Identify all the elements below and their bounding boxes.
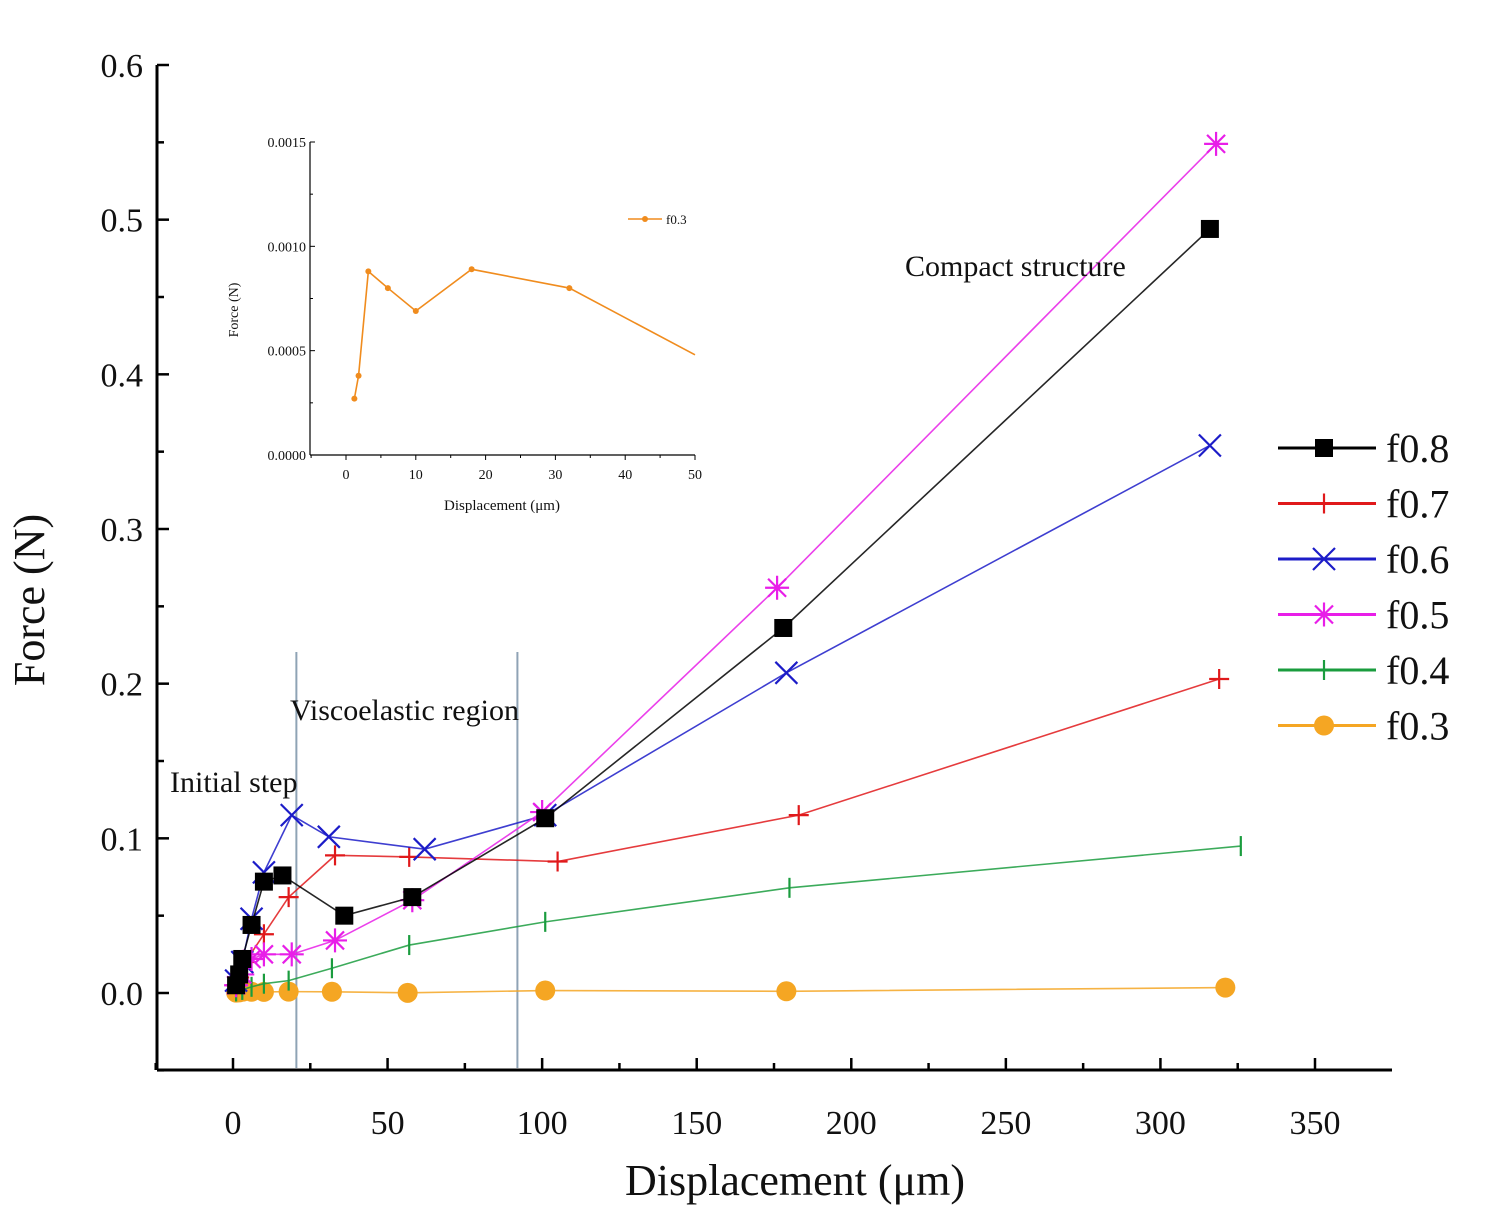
legend-marker — [1312, 602, 1336, 627]
data-point — [397, 982, 418, 1003]
data-point — [242, 915, 261, 934]
annotation-initial-step: Initial step — [170, 766, 297, 799]
annotation-viscoelastic-region: Viscoelastic region — [290, 694, 519, 727]
data-point — [233, 949, 252, 968]
inset-x-tick-label: 30 — [548, 468, 562, 483]
data-point — [403, 888, 422, 907]
data-point — [323, 928, 348, 953]
data-point — [774, 618, 793, 637]
series-line — [235, 228, 1211, 986]
y-tick-label: 0.2 — [101, 667, 144, 704]
data-point — [278, 887, 299, 908]
inset-data-point — [355, 372, 362, 379]
series-line — [236, 986, 1226, 994]
data-point — [239, 946, 264, 971]
x-tick-label: 50 — [371, 1105, 405, 1142]
inset-data-point — [365, 268, 372, 275]
annotation-compact-structure: Compact structure — [905, 250, 1126, 283]
data-point — [776, 981, 797, 1002]
data-point — [412, 837, 437, 861]
data-point — [253, 924, 274, 945]
x-tick-label: 200 — [826, 1105, 877, 1142]
legend-label: f0.6 — [1386, 537, 1449, 582]
x-tick-label: 250 — [980, 1105, 1031, 1142]
y-tick-label: 0.4 — [101, 357, 144, 394]
series-f0.8 — [227, 219, 1219, 995]
inset-x-axis-label: Displacement (μm) — [444, 498, 560, 514]
legend-label: f0.8 — [1386, 426, 1449, 471]
data-point — [1209, 669, 1230, 690]
data-point — [1200, 219, 1219, 238]
y-tick-label: 0.0 — [101, 976, 144, 1013]
inset-x-tick-label: 40 — [618, 468, 632, 483]
data-point — [230, 965, 249, 984]
data-point — [317, 825, 341, 849]
x-tick-label: 150 — [671, 1105, 722, 1142]
y-axis-label: Force (N) — [5, 514, 54, 686]
inset-y-axis-label: Force (N) — [227, 282, 242, 337]
data-point — [335, 906, 354, 925]
inset-y-tick-label: 0.0015 — [268, 136, 307, 151]
inset-x-tick-label: 50 — [688, 468, 702, 483]
data-point — [1204, 131, 1229, 156]
y-tick-label: 0.6 — [101, 48, 144, 85]
inset-x-tick-label: 0 — [343, 468, 350, 483]
inset-data-point — [351, 395, 358, 402]
inset-series-line — [353, 268, 696, 399]
data-point — [1198, 433, 1222, 458]
inset-y-tick-label: 0.0005 — [268, 345, 307, 360]
data-point — [547, 851, 568, 872]
data-point — [535, 980, 556, 1001]
data-point — [279, 942, 304, 967]
data-point — [1215, 977, 1236, 998]
x-tick-label: 0 — [225, 1105, 242, 1142]
data-point — [321, 981, 342, 1002]
data-point — [325, 845, 346, 866]
inset-x-tick-label: 20 — [479, 468, 493, 483]
data-point — [254, 872, 273, 891]
data-point — [765, 575, 790, 600]
series-f0.4 — [234, 836, 1242, 1002]
x-tick-label: 100 — [517, 1105, 568, 1142]
data-point — [774, 661, 799, 685]
inset-x-tick-label: 10 — [409, 468, 423, 483]
series-line — [235, 845, 1241, 993]
y-tick-label: 0.3 — [101, 512, 144, 549]
x-axis-label: Displacement (μm) — [625, 1156, 965, 1205]
legend-label: f0.7 — [1386, 482, 1449, 527]
data-point — [251, 942, 276, 967]
legend-label: f0.4 — [1386, 648, 1449, 693]
inset-y-tick-label: 0.0010 — [268, 240, 307, 255]
y-tick-label: 0.1 — [101, 821, 144, 858]
legend-marker — [1315, 439, 1333, 457]
x-tick-label: 350 — [1290, 1105, 1341, 1142]
inset-legend-marker — [642, 216, 648, 222]
main-plot: 0.00.10.20.30.40.50.60 50 100 150 200 250 300 3… — [101, 48, 1392, 1142]
data-point — [788, 805, 809, 826]
inset-legend-label: f0.3 — [666, 212, 687, 227]
data-point — [279, 803, 304, 827]
legend-marker — [1314, 715, 1334, 736]
series-f0.3 — [226, 977, 1236, 1003]
inset-plot: 0.0000 0.0005 0.0010 0.0015 0 10 20 30 40 50 Displ… — [227, 136, 702, 514]
legend: f0.8 f0.7 f0.6 f0.5 f0.4 f0.3 — [1278, 426, 1449, 749]
y-tick-label: 0.5 — [101, 203, 144, 240]
legend-label: f0.3 — [1386, 704, 1449, 749]
x-tick-label: 300 — [1135, 1105, 1186, 1142]
inset-data-point — [566, 285, 573, 292]
inset-y-tick-label: 0.0000 — [268, 449, 307, 464]
inset-data-point — [384, 285, 391, 292]
legend-label: f0.5 — [1386, 593, 1449, 638]
data-point — [536, 809, 555, 828]
data-point — [273, 866, 292, 885]
inset-data-point — [468, 266, 475, 273]
legend-marker — [1312, 547, 1336, 571]
data-point — [278, 981, 299, 1002]
inset-data-point — [412, 308, 419, 315]
annotations: Initial step Viscoelastic region Compact… — [170, 250, 1126, 799]
legend-marker — [1314, 493, 1334, 514]
